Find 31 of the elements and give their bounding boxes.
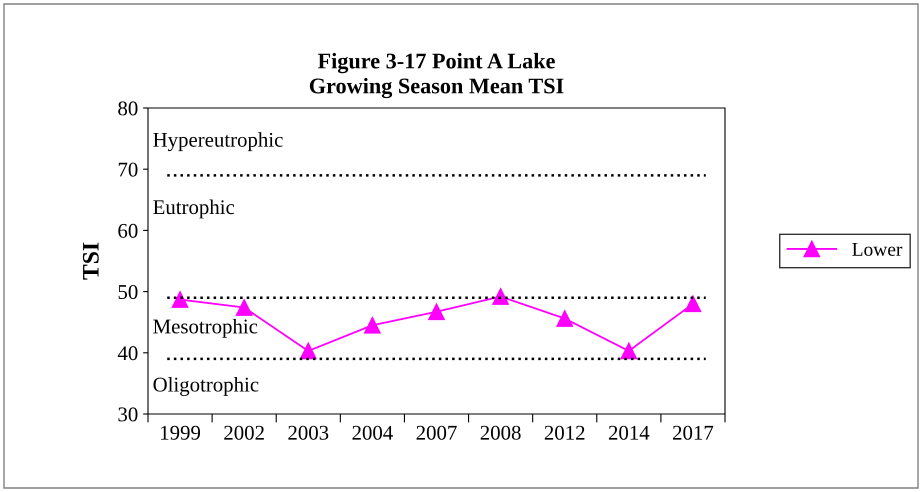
y-tick-label: 60: [118, 224, 138, 238]
y-tick-label: 50: [118, 284, 138, 300]
point: [620, 342, 638, 360]
point: [300, 342, 317, 360]
x-tick-label: 2017: [673, 426, 714, 440]
x-tick-label: 2004: [352, 426, 393, 440]
x-tick-label: 1999: [161, 426, 200, 440]
annotation: Oligotrophic: [153, 376, 258, 396]
legend-label: Lower: [852, 243, 902, 256]
y-tick-label: 80: [118, 101, 138, 116]
point: [684, 296, 702, 312]
annotation: Hypereutrophic: [153, 132, 283, 152]
x-tick-label: 2007: [416, 426, 457, 440]
point: [556, 310, 574, 327]
y-axis-title: TSI: [82, 242, 99, 280]
point: [428, 303, 445, 320]
y-tick-label: 40: [118, 346, 138, 360]
chart-title: Figure 3-17 Point A Lake Growing Season Mean TSI: [310, 52, 564, 98]
x-tick-label: 2002: [224, 426, 264, 440]
x-tick-label: 2014: [608, 426, 650, 440]
x-tick-label: 2008: [480, 426, 521, 440]
annotation: Mesotrophic: [153, 318, 258, 338]
point: [492, 288, 509, 305]
point: [172, 291, 188, 308]
point: [236, 299, 252, 316]
annotation: Eutrophic: [153, 200, 234, 218]
x-tick-label: 2003: [288, 426, 328, 440]
x-tick-label: 2012: [544, 426, 584, 440]
point: [364, 316, 381, 334]
y-tick-label: 70: [118, 162, 138, 177]
y-tick-label: 30: [118, 407, 138, 422]
